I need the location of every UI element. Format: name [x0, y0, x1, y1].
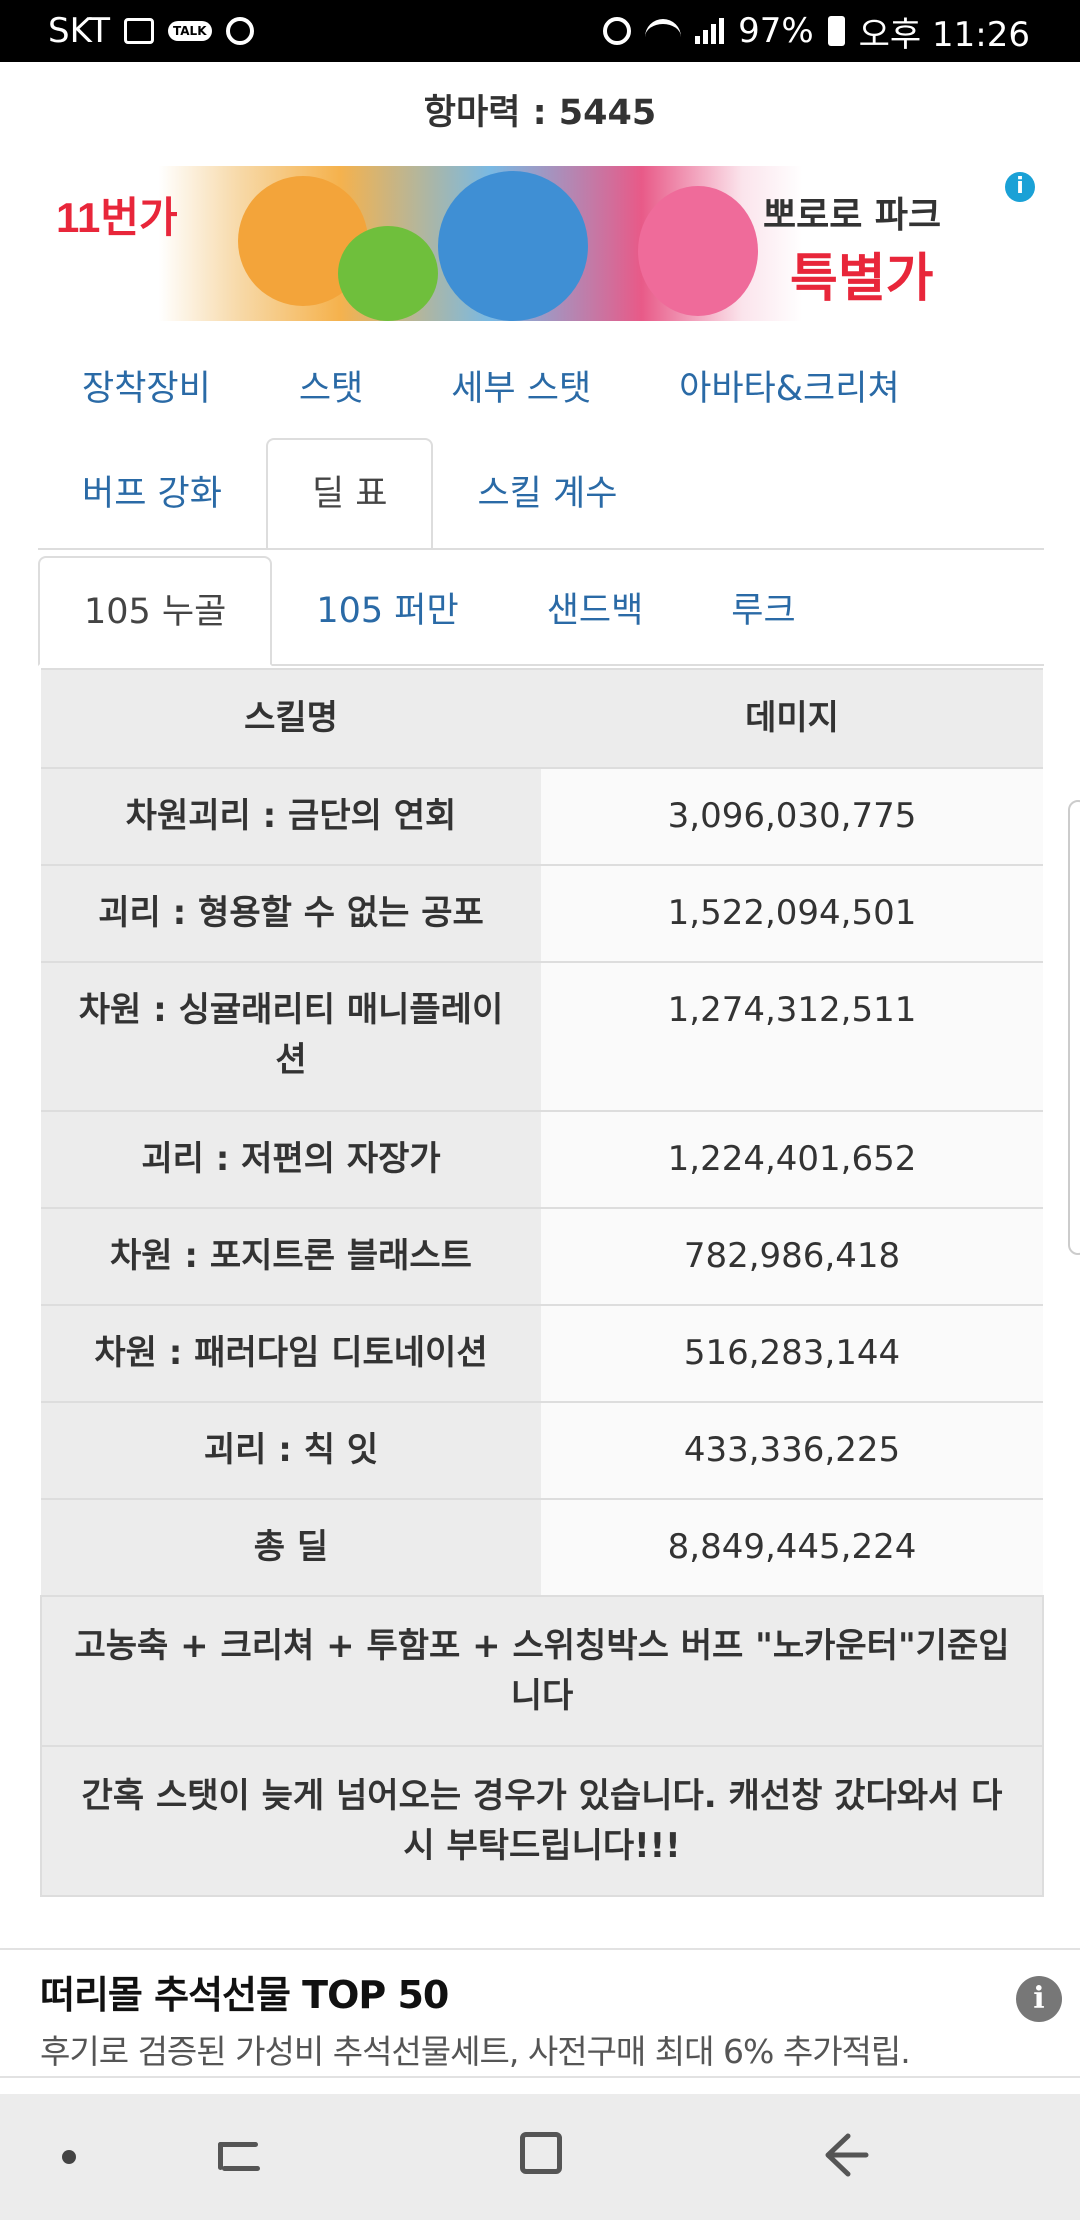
subtab-105-nugol[interactable]: 105 누골	[38, 556, 273, 666]
table-row: 괴리 : 저편의 자장가 1,224,401,652	[41, 1110, 1043, 1208]
recent-apps-icon[interactable]	[218, 2134, 260, 2178]
table-row: 차원 : 싱귤래리티 매니플레이션 1,274,312,511	[41, 961, 1043, 1111]
table-row: 괴리 : 형용할 수 없는 공포 1,522,094,501	[41, 864, 1043, 962]
damage-value: 1,224,401,652	[541, 1110, 1043, 1208]
tab-stats[interactable]: 스탯	[298, 369, 364, 409]
table-row: 차원 : 포지트론 블래스트 782,986,418	[41, 1207, 1043, 1305]
ad-info-icon[interactable]: i	[1005, 172, 1035, 202]
gallery-icon	[124, 18, 155, 44]
battery-percent: 97%	[738, 11, 814, 51]
tab-skill-coefficient[interactable]: 스킬 계수	[477, 474, 618, 514]
ad-info-icon[interactable]: i	[1016, 1976, 1062, 2022]
nav-dot-icon[interactable]	[62, 2150, 76, 2164]
buff-condition-note: 고농축 + 크리쳐 + 투함포 + 스위칭박스 버프 "노카운터"기준입니다	[40, 1595, 1044, 1747]
navigation-bar	[0, 2094, 1080, 2220]
tab-equipment[interactable]: 장착장비	[82, 369, 211, 409]
character-image	[438, 171, 588, 321]
settings-notification-icon	[225, 17, 254, 45]
subtab-105-perman[interactable]: 105 퍼만	[316, 591, 459, 631]
bottom-ad-description: 후기로 검증된 가성비 추석선물세트, 사전구매 최대 6% 추가적립.	[40, 2032, 911, 2071]
damage-table: 스킬명 데미지 차원괴리 : 금단의 연회 3,096,030,775 괴리 :…	[40, 668, 1044, 1897]
skill-name: 차원 : 패러다임 디토네이션	[41, 1304, 541, 1402]
column-header-damage: 데미지	[541, 668, 1043, 768]
total-label: 총 딜	[41, 1498, 541, 1596]
skill-name: 차원 : 포지트론 블래스트	[41, 1207, 541, 1305]
damage-value: 3,096,030,775	[541, 767, 1043, 865]
table-row: 차원 : 패러다임 디토네이션 516,283,144	[41, 1304, 1043, 1402]
home-icon[interactable]	[520, 2132, 562, 2174]
sub-tabs: 105 누골 105 퍼만 샌드백 루크	[38, 556, 1044, 666]
skill-name: 차원괴리 : 금단의 연회	[41, 767, 541, 865]
note-row: 간혹 스탯이 늦게 넘어오는 경우가 있습니다. 캐선창 갔다와서 다시 부탁드…	[40, 1745, 1044, 1897]
scroll-handle[interactable]	[1068, 800, 1080, 1255]
bottom-ad-title: 떠리몰 추석선물 TOP 50	[40, 1973, 449, 2017]
resistance-value: 항마력 : 5445	[423, 93, 657, 133]
table-row: 괴리 : 칙 잇 433,336,225	[41, 1401, 1043, 1499]
damage-value: 1,274,312,511	[541, 961, 1043, 1111]
skill-name: 차원 : 싱귤래리티 매니플레이션	[41, 961, 541, 1111]
ad-title: 뽀로로 파크	[763, 195, 942, 236]
tab-damage-table[interactable]: 딜 표	[265, 438, 434, 548]
skill-name: 괴리 : 저편의 자장가	[41, 1110, 541, 1208]
bottom-ad[interactable]: 떠리몰 추석선물 TOP 50 후기로 검증된 가성비 추석선물세트, 사전구매…	[0, 1948, 1080, 2078]
main-tabs: 장착장비 스탯 세부 스탯 아바타&크리쳐 버프 강화 딜 표 스킬 계수	[38, 336, 1044, 550]
ad-banner[interactable]: 11번가 뽀로로 파크 특별가 i ✕	[38, 166, 1044, 321]
subtab-luke[interactable]: 루크	[731, 591, 796, 631]
wifi-icon	[645, 19, 682, 43]
carrier-label: SKT	[48, 11, 111, 51]
ad-logo: 11번가	[56, 194, 178, 241]
damage-value: 433,336,225	[541, 1401, 1043, 1499]
skill-name: 괴리 : 형용할 수 없는 공포	[41, 864, 541, 962]
damage-value: 1,522,094,501	[541, 864, 1043, 962]
total-value: 8,849,445,224	[541, 1498, 1043, 1596]
kakaotalk-icon: TALK	[168, 21, 212, 41]
battery-icon	[827, 16, 845, 46]
clock: 오후 11:26	[858, 14, 1030, 55]
column-header-skill: 스킬명	[41, 668, 541, 768]
total-row: 총 딜 8,849,445,224	[41, 1498, 1043, 1596]
tab-detail-stats[interactable]: 세부 스탯	[451, 369, 592, 409]
subtab-sandbag[interactable]: 샌드백	[546, 591, 644, 631]
character-image	[638, 186, 758, 316]
alarm-icon	[603, 17, 632, 45]
tab-avatar-creature[interactable]: 아바타&크리쳐	[679, 369, 900, 409]
note-row: 고농축 + 크리쳐 + 투함포 + 스위칭박스 버프 "노카운터"기준입니다	[40, 1595, 1044, 1747]
table-row: 차원괴리 : 금단의 연회 3,096,030,775	[41, 767, 1043, 865]
damage-value: 516,283,144	[541, 1304, 1043, 1402]
back-icon[interactable]	[822, 2130, 870, 2180]
signal-icon	[695, 18, 725, 44]
ad-subtitle: 특별가	[790, 249, 934, 309]
damage-value: 782,986,418	[541, 1207, 1043, 1305]
status-bar: SKT TALK 97% 오후 11:26	[0, 0, 1080, 62]
character-image	[338, 226, 438, 321]
skill-name: 괴리 : 칙 잇	[41, 1401, 541, 1499]
table-header-row: 스킬명 데미지	[41, 668, 1043, 768]
tab-buff-enhance[interactable]: 버프 강화	[82, 474, 222, 514]
stat-delay-note: 간혹 스탯이 늦게 넘어오는 경우가 있습니다. 캐선창 갔다와서 다시 부탁드…	[40, 1745, 1044, 1897]
